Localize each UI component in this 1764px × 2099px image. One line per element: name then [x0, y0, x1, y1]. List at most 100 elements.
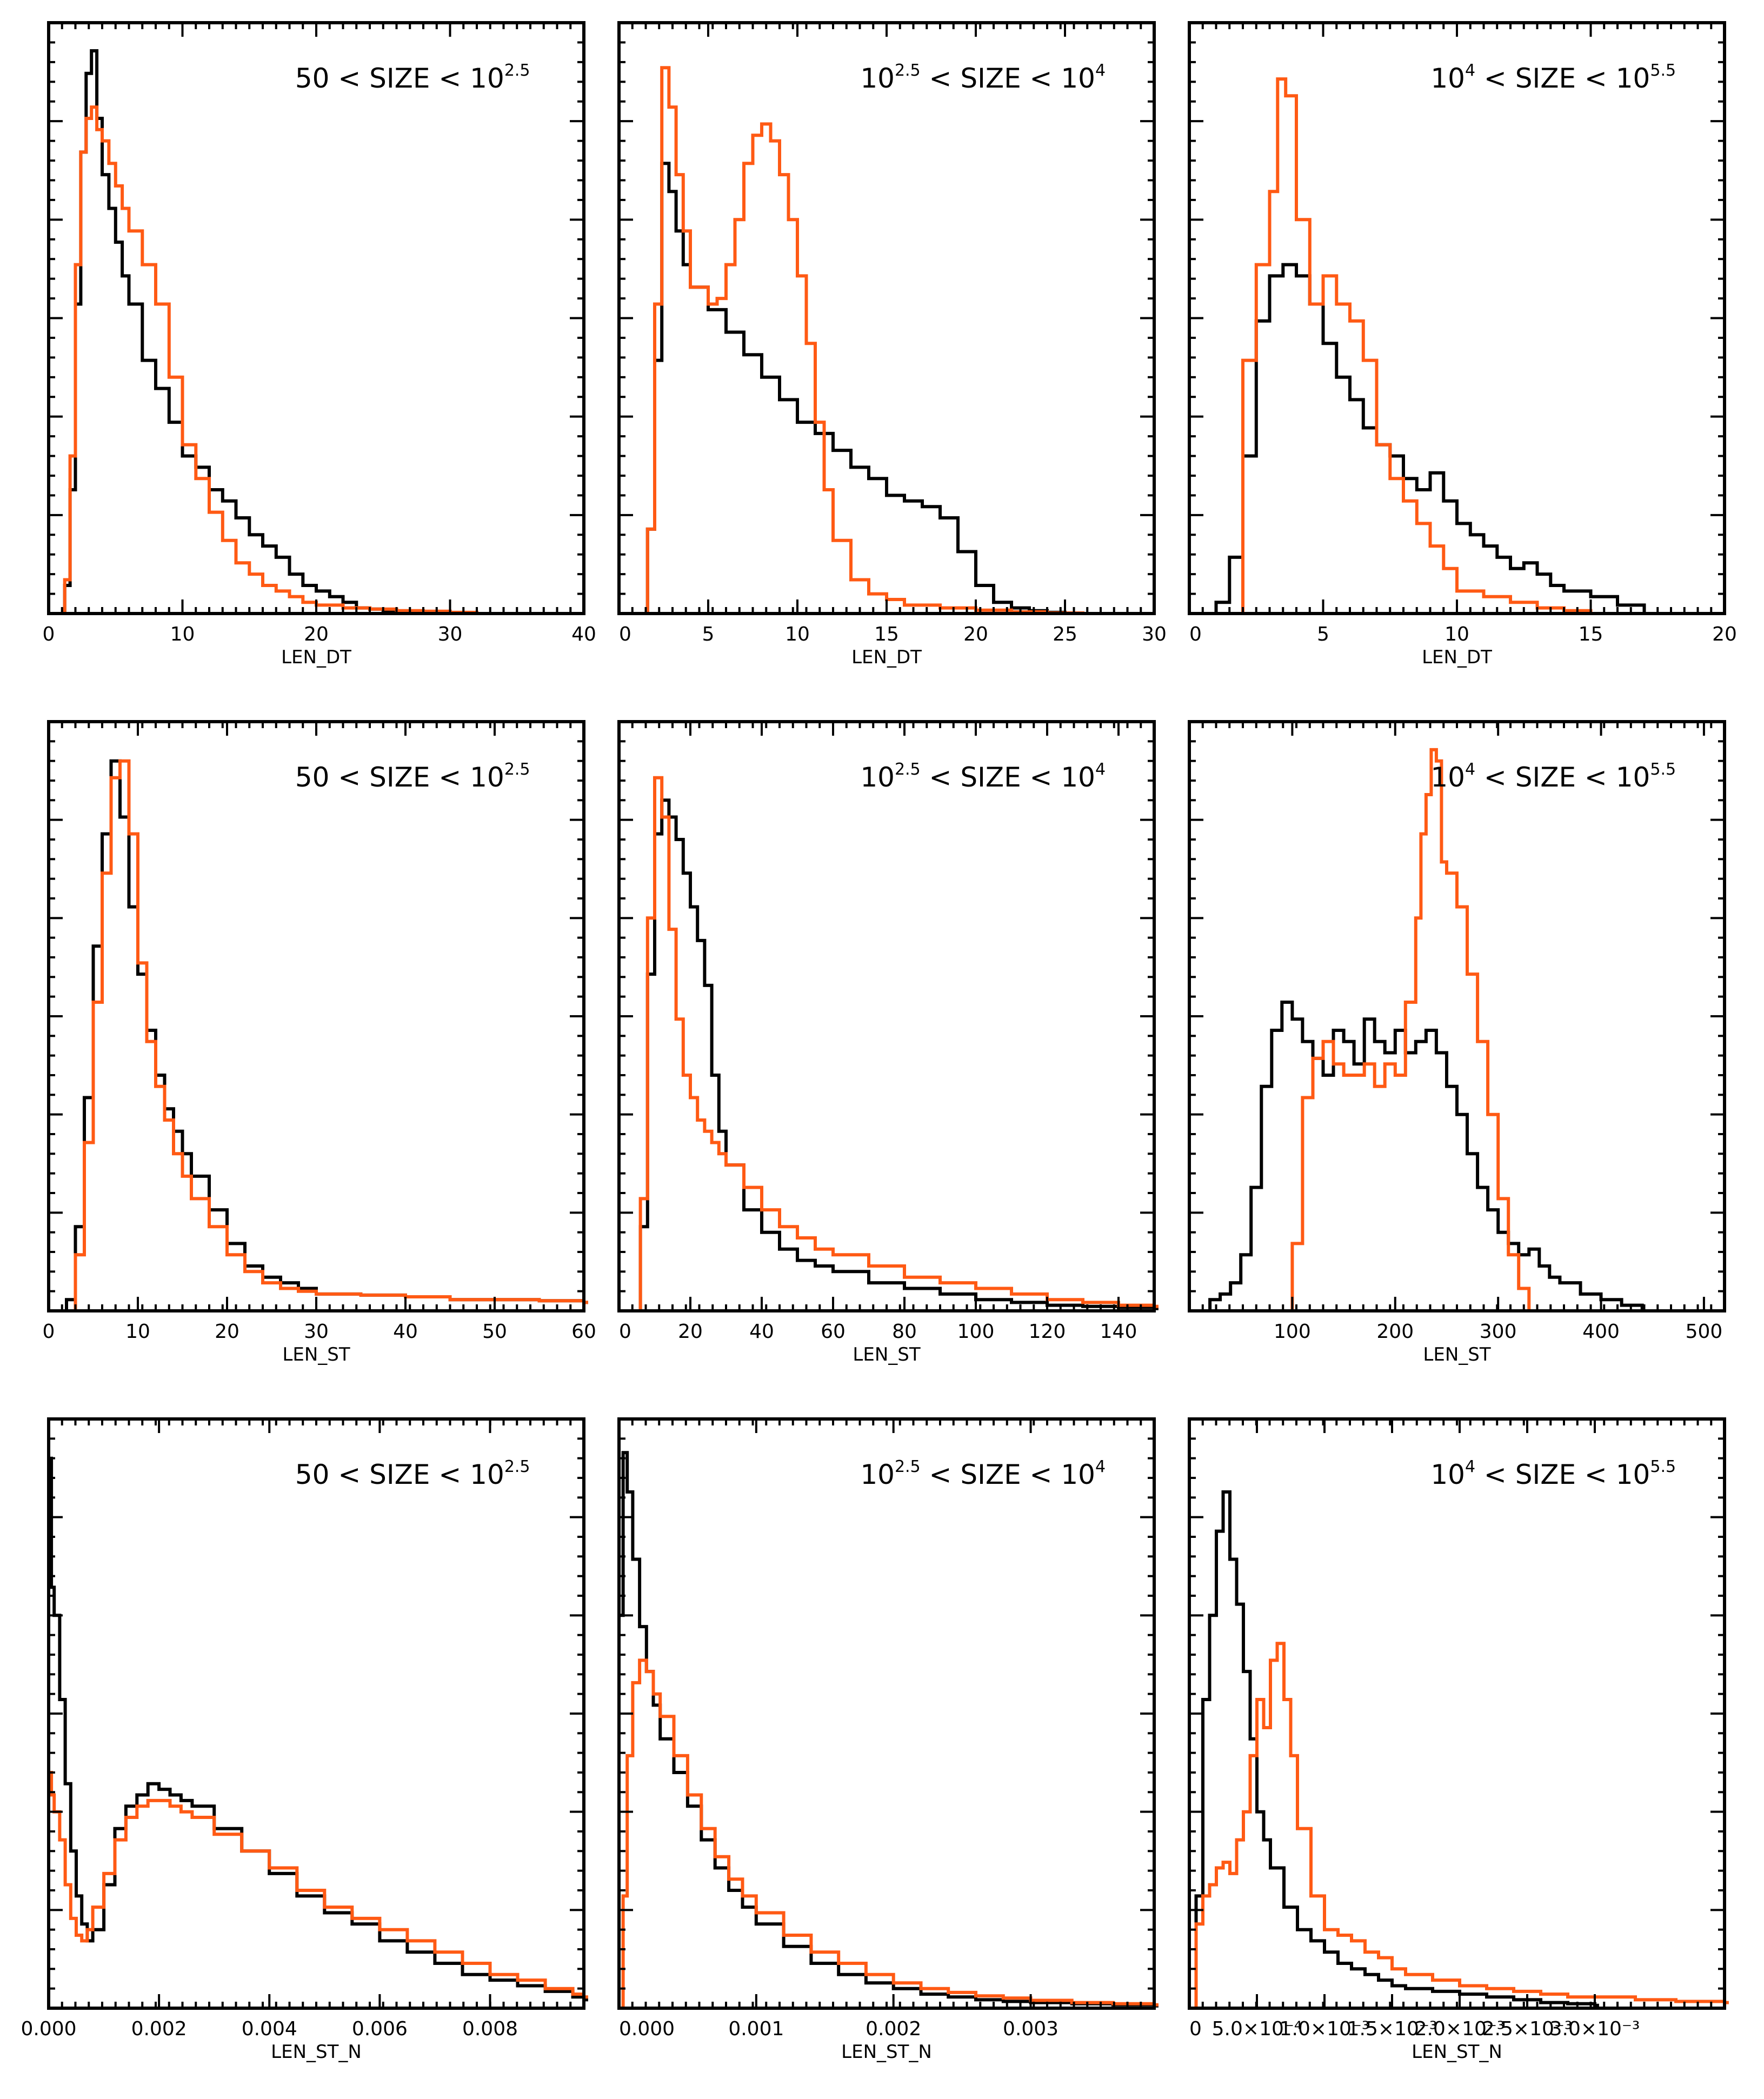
x-tick-label: 0.004	[242, 2018, 297, 2040]
series-orange-line	[619, 1658, 1159, 2010]
panel-4: 0 10 20 30 40 50 60 LEN_ST 50 < SIZE < 102.5​	[43, 720, 596, 1365]
title-text: < SIZE < 10	[921, 1459, 1095, 1490]
series-orange-line	[1282, 748, 1534, 1312]
title-superscript: 2.5	[895, 61, 921, 80]
plot-frame	[617, 21, 1156, 615]
title-superscript: 4	[1095, 61, 1106, 80]
panel-title: 102.5​ < SIZE < 104​	[860, 1457, 1106, 1490]
x-tick-label: 10	[125, 1321, 150, 1343]
x-tick-label: 40	[393, 1321, 418, 1343]
series-black-line	[47, 1456, 588, 2008]
panel-title: 102.5​ < SIZE < 104​	[860, 61, 1106, 94]
x-tick-label: 0.006	[352, 2018, 408, 2040]
x-axis-label: LEN_ST_N	[1412, 2041, 1502, 2063]
x-tick-label: 60	[571, 1321, 596, 1343]
series-orange-line	[1194, 1642, 1729, 2008]
panel-title: 50 < SIZE < 102.5​	[295, 760, 530, 793]
x-tick-label: 2.5×10⁻³	[1482, 2018, 1573, 2040]
x-tick-label: 100	[957, 1321, 995, 1343]
x-tick-label: 3.0×10⁻³	[1550, 2018, 1640, 2040]
x-tick-label: 80	[892, 1321, 917, 1343]
title-text: 50 < SIZE < 10	[295, 1459, 504, 1490]
plot-frame	[617, 720, 1156, 1312]
x-tick-label: 0	[1189, 2018, 1202, 2040]
title-superscript: 4	[1465, 1457, 1475, 1476]
title-superscript: 2.5	[504, 760, 530, 779]
x-tick-label: 0.001	[728, 2018, 784, 2040]
x-tick-label: 30	[1142, 623, 1167, 645]
series-black-line	[617, 1451, 1159, 2008]
x-tick-label: 5	[702, 623, 715, 645]
x-tick-label: 0.000	[21, 2018, 76, 2040]
series-black-line	[633, 798, 1159, 1312]
panel-title: 50 < SIZE < 102.5​	[295, 1457, 530, 1490]
x-tick-label: 500	[1686, 1321, 1723, 1343]
series-black-line	[65, 759, 588, 1311]
x-tick-label: 0.003	[1003, 2018, 1059, 2040]
x-tick-label: 140	[1100, 1321, 1137, 1343]
x-tick-label: 200	[1376, 1321, 1414, 1343]
x-tick-label: 1.5×10⁻³	[1347, 2018, 1437, 2040]
series-black-line	[1214, 263, 1649, 615]
x-tick-label: 60	[821, 1321, 846, 1343]
x-tick-label: 5.0×10⁻⁴	[1212, 2018, 1302, 2040]
title-text: 10	[860, 1459, 895, 1490]
series-orange-line	[66, 759, 588, 1312]
title-superscript: 4	[1095, 760, 1106, 779]
x-tick-label: 1.0×10⁻³	[1280, 2018, 1370, 2040]
panel-title: 104​ < SIZE < 105.5​	[1430, 61, 1676, 94]
x-tick-label: 25	[1053, 623, 1077, 645]
title-superscript: 4	[1095, 1457, 1106, 1476]
series-black-line	[1208, 1001, 1647, 1312]
title-superscript: 2.5	[504, 1457, 530, 1476]
title-superscript: 4	[1465, 760, 1475, 779]
x-tick-label: 300	[1480, 1321, 1517, 1343]
title-text: < SIZE < 10	[1475, 1459, 1650, 1490]
series-orange-line	[640, 66, 1087, 615]
x-tick-label: 20	[215, 1321, 239, 1343]
series-black-line	[59, 49, 401, 615]
title-superscript: 2.5	[895, 760, 921, 779]
title-text: 10	[1430, 63, 1465, 94]
title-text: < SIZE < 10	[921, 762, 1095, 793]
series-orange-line	[47, 1771, 588, 2008]
x-tick-label: 40	[571, 623, 596, 645]
panel-title: 104​ < SIZE < 105.5​	[1430, 760, 1676, 793]
x-tick-label: 0.000	[619, 2018, 675, 2040]
title-text: < SIZE < 10	[1475, 63, 1650, 94]
x-tick-label: 20	[1712, 623, 1737, 645]
x-tick-label: 120	[1029, 1321, 1066, 1343]
title-superscript: 2.5	[504, 61, 530, 80]
title-text: 10	[1430, 762, 1465, 793]
x-axis-label: LEN_ST	[853, 1344, 920, 1365]
x-tick-label: 15	[1579, 623, 1603, 645]
plot-frame	[617, 1417, 1156, 2010]
x-tick-label: 100	[1274, 1321, 1311, 1343]
x-tick-label: 20	[678, 1321, 703, 1343]
panel-9: 0 5.0×10⁻⁴1.0×10⁻³1.5×10⁻³2.0×10⁻³2.5×10⁻…	[1188, 1417, 1729, 2063]
title-superscript: 5.5	[1650, 760, 1676, 779]
title-superscript: 5.5	[1650, 1457, 1676, 1476]
title-text: < SIZE < 10	[921, 63, 1095, 94]
title-text: 10	[860, 63, 895, 94]
title-superscript: 4	[1465, 61, 1475, 80]
x-tick-label: 30	[304, 1321, 329, 1343]
x-tick-label: 0.002	[131, 2018, 187, 2040]
x-tick-label: 0.008	[462, 2018, 518, 2040]
x-tick-label: 0	[43, 623, 55, 645]
plot-frame	[47, 1417, 585, 2010]
x-axis-label: LEN_DT	[1422, 647, 1492, 668]
x-tick-label: 30	[438, 623, 463, 645]
x-tick-label: 20	[304, 623, 329, 645]
x-tick-label: 40	[749, 1321, 774, 1343]
plot-frame	[47, 21, 585, 615]
x-tick-label: 0	[619, 623, 631, 645]
x-tick-label: 0	[43, 1321, 55, 1343]
title-text: < SIZE < 10	[1475, 762, 1650, 793]
x-axis-label: LEN_ST	[282, 1344, 350, 1365]
x-tick-label: 0	[1189, 623, 1202, 645]
panel-7: 0.000 0.002 0.004 0.006 0.008 LEN_ST_N 50 < SI…	[21, 1417, 588, 2063]
title-text: 50 < SIZE < 10	[295, 63, 504, 94]
